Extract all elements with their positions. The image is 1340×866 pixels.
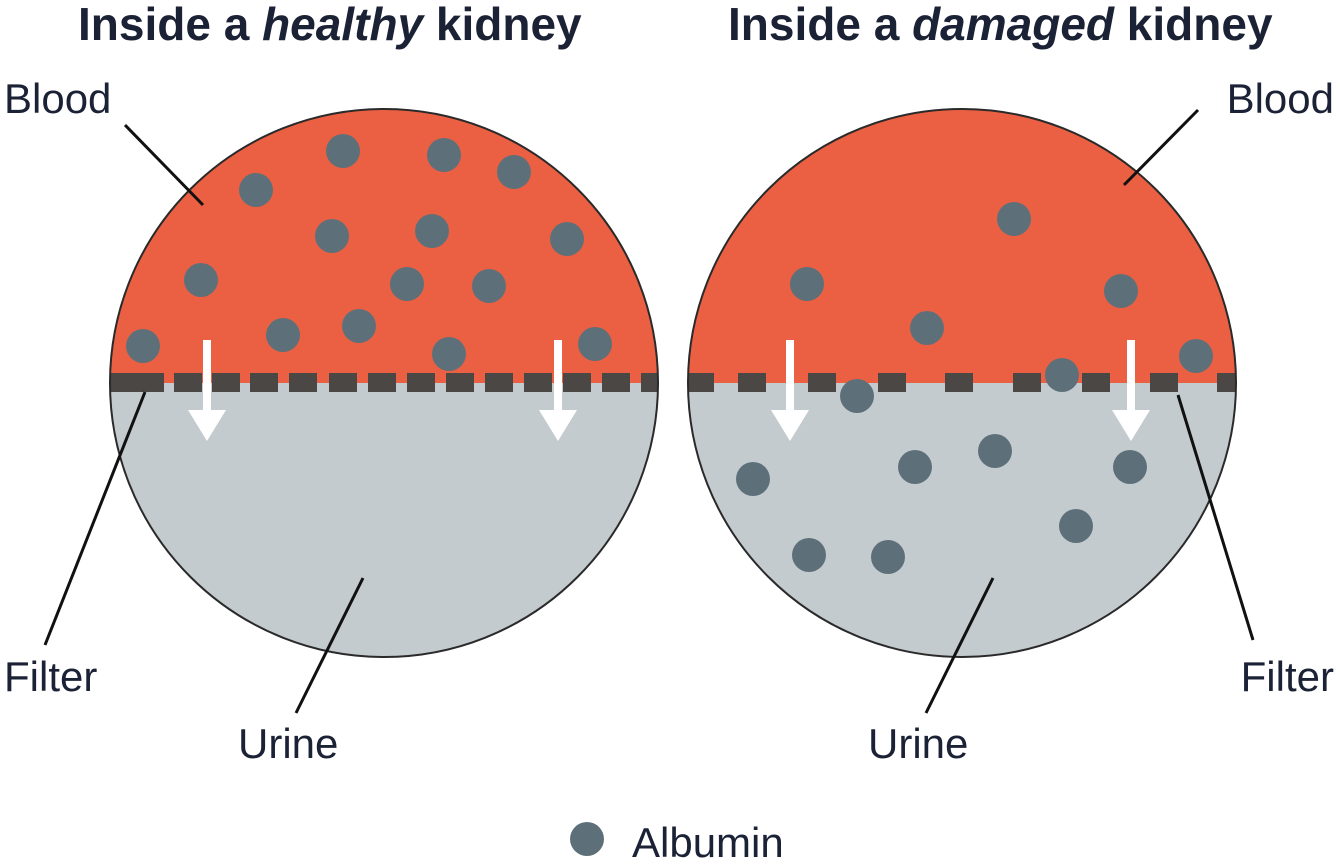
albumin-dot xyxy=(1113,450,1147,484)
albumin-dot xyxy=(472,269,506,303)
albumin-dot xyxy=(790,267,824,301)
damaged-filter-leader-line xyxy=(1176,394,1255,641)
damaged-circle-outline xyxy=(687,108,1237,658)
down-arrow-icon xyxy=(1112,340,1150,441)
filter-dash xyxy=(174,373,202,392)
healthy-circle-outline xyxy=(109,108,659,658)
damaged-flow-arrows xyxy=(771,340,1150,441)
albumin-dot xyxy=(239,173,273,207)
filter-dash xyxy=(738,373,766,392)
albumin-dot-icon xyxy=(570,822,604,856)
filter-dash xyxy=(1082,373,1110,392)
albumin-dot xyxy=(997,202,1031,236)
damaged-urine-label: Urine xyxy=(868,720,968,767)
albumin-dot xyxy=(840,379,874,413)
down-arrow-icon xyxy=(771,340,809,441)
filter-dash xyxy=(641,373,658,392)
healthy-albumin-group xyxy=(126,134,612,371)
damaged-kidney-title: Inside a damaged kidney xyxy=(728,0,1273,50)
healthy-filter-label: Filter xyxy=(4,653,97,700)
filter-dash xyxy=(524,373,552,392)
damaged-urine-region xyxy=(688,383,1236,657)
down-arrow-icon xyxy=(539,340,577,441)
healthy-blood-leader-line xyxy=(123,123,205,207)
filter-dash xyxy=(1150,373,1178,392)
albumin-dot xyxy=(792,538,826,572)
healthy-filter-line xyxy=(110,373,658,392)
filter-dash xyxy=(878,373,906,392)
filter-dash xyxy=(602,373,630,392)
albumin-dot xyxy=(736,462,770,496)
albumin-dot xyxy=(1059,509,1093,543)
filter-dash xyxy=(945,373,973,392)
legend: Albumin xyxy=(570,819,784,866)
filter-dash xyxy=(1013,373,1041,392)
filter-dash xyxy=(368,373,396,392)
filter-dash xyxy=(250,373,278,392)
albumin-dot xyxy=(126,329,160,363)
albumin-dot xyxy=(326,134,360,168)
filter-dash xyxy=(136,373,164,392)
filter-dash xyxy=(688,373,714,392)
healthy-blood-label: Blood xyxy=(4,75,111,122)
damaged-albumin-group xyxy=(736,202,1213,574)
healthy-kidney-title: Inside a healthy kidney xyxy=(78,0,582,50)
filter-dash xyxy=(407,373,435,392)
down-arrow-icon xyxy=(188,340,226,441)
healthy-urine-label: Urine xyxy=(238,720,338,767)
albumin-dot xyxy=(978,434,1012,468)
filter-dash xyxy=(212,373,240,392)
damaged-filter-label: Filter xyxy=(1241,653,1334,700)
albumin-dot xyxy=(1045,358,1079,392)
damaged-urine-leader-line xyxy=(924,577,995,714)
albumin-dot xyxy=(390,267,424,301)
filter-dash xyxy=(808,373,836,392)
healthy-filter-leader-line xyxy=(43,391,147,646)
damaged-blood-leader-line xyxy=(1122,108,1200,187)
albumin-dot xyxy=(266,318,300,352)
albumin-dot xyxy=(415,214,449,248)
filter-dash xyxy=(485,373,513,392)
albumin-dot xyxy=(342,309,376,343)
albumin-dot xyxy=(315,219,349,253)
legend-albumin-label: Albumin xyxy=(632,819,784,866)
albumin-dot xyxy=(871,540,905,574)
damaged-blood-label: Blood xyxy=(1227,75,1334,122)
albumin-dot xyxy=(427,138,461,172)
albumin-dot xyxy=(432,337,466,371)
damaged-filter-line xyxy=(688,373,1236,392)
healthy-flow-arrows xyxy=(188,340,577,441)
damaged-kidney-circle xyxy=(687,108,1237,658)
albumin-dot xyxy=(578,327,612,361)
albumin-dot xyxy=(497,155,531,189)
albumin-dot xyxy=(184,263,218,297)
healthy-urine-leader-line xyxy=(294,577,365,714)
albumin-dot xyxy=(910,311,944,345)
filter-dash xyxy=(1217,373,1236,392)
healthy-urine-region xyxy=(110,383,658,657)
filter-dash xyxy=(446,373,474,392)
filter-dash xyxy=(329,373,357,392)
filter-dash xyxy=(289,373,317,392)
filter-dash xyxy=(110,373,136,392)
albumin-dot xyxy=(550,222,584,256)
filter-dash xyxy=(563,373,591,392)
albumin-dot xyxy=(1104,274,1138,308)
albumin-dot xyxy=(1179,339,1213,373)
albumin-dot xyxy=(898,450,932,484)
